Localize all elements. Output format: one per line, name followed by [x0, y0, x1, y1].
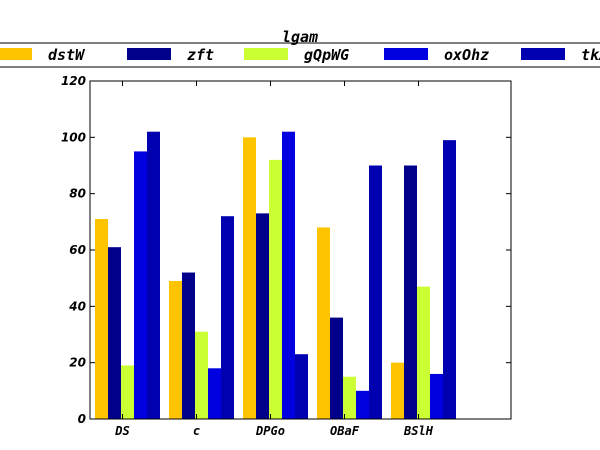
- legend-swatch-oxOhz: [384, 48, 428, 60]
- chart-title: lgam: [282, 28, 318, 46]
- x-tick-label: c: [193, 424, 200, 438]
- bar-zft-OBaF: [330, 317, 343, 419]
- legend-label-zft: zft: [187, 46, 214, 64]
- plot-frame: [89, 80, 512, 420]
- legend-label-dstW: dstW: [48, 46, 86, 64]
- x-tick-label: BSlH: [403, 424, 434, 438]
- bar-oxOhz-c: [208, 368, 221, 419]
- bar-zft-DS: [108, 247, 121, 419]
- bar-dstW-DS: [95, 219, 108, 419]
- bar-tkX-DPGo: [295, 354, 308, 419]
- bar-dstW-BSlH: [391, 362, 404, 419]
- legend-swatch-zft: [127, 48, 171, 60]
- bar-tkX-c: [221, 216, 234, 419]
- bar-oxOhz-DPGo: [282, 131, 295, 419]
- legend: dstW zft gQpWG oxOhz tkX: [0, 42, 600, 68]
- bar-oxOhz-OBaF: [356, 390, 369, 419]
- legend-label-oxOhz: oxOhz: [444, 46, 489, 64]
- y-tick-label: 80: [69, 187, 86, 201]
- bar-gQpWG-DS: [121, 365, 134, 419]
- y-tick-label: 120: [61, 74, 86, 88]
- legend-swatch-gQpWG: [244, 48, 288, 60]
- bar-oxOhz-DS: [134, 151, 147, 419]
- bar-tkX-OBaF: [369, 165, 382, 419]
- y-tick-label: 20: [69, 356, 86, 370]
- bar-gQpWG-OBaF: [343, 376, 356, 419]
- legend-swatch-tkX: [521, 48, 565, 60]
- x-tick-label: OBaF: [330, 424, 360, 438]
- bar-zft-BSlH: [404, 165, 417, 419]
- y-tick-label: 40: [68, 299, 86, 313]
- bar-tkX-DS: [147, 131, 160, 419]
- bar-gQpWG-DPGo: [269, 159, 282, 419]
- bar-zft-c: [182, 272, 195, 419]
- x-axis: DS c DPGo OBaF BSlH: [114, 81, 434, 438]
- bar-gQpWG-c: [195, 331, 208, 419]
- y-tick-label: 60: [69, 243, 86, 257]
- bar-dstW-DPGo: [243, 137, 256, 420]
- legend-label-tkX: tkX: [581, 46, 600, 64]
- bar-zft-DPGo: [256, 213, 269, 419]
- legend-swatch-dstW: [0, 48, 32, 60]
- y-tick-label: 100: [61, 130, 86, 144]
- y-tick-label: 0: [78, 412, 86, 426]
- bars: [95, 131, 456, 420]
- legend-label-gQpWG: gQpWG: [304, 46, 349, 64]
- y-axis: 0 20 40 60 80 100 120: [61, 74, 511, 426]
- x-tick-label: DPGo: [255, 424, 285, 438]
- bar-dstW-OBaF: [317, 227, 330, 419]
- bar-gQpWG-BSlH: [417, 286, 430, 419]
- bar-oxOhz-BSlH: [430, 373, 443, 419]
- x-tick-label: DS: [114, 424, 129, 438]
- bar-tkX-BSlH: [443, 140, 456, 419]
- bar-dstW-c: [169, 280, 182, 419]
